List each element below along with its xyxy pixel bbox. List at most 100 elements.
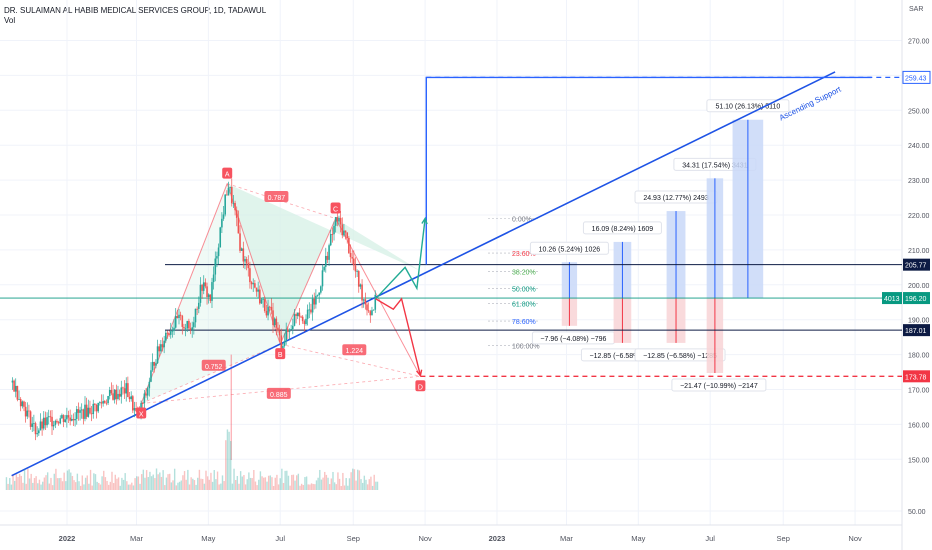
candle-body <box>216 256 218 259</box>
volume-bar <box>10 484 13 490</box>
candle-body <box>329 234 332 246</box>
fib-label-6: 100.00% <box>512 344 540 351</box>
volume-bar <box>53 473 55 490</box>
volume-bar <box>375 481 377 490</box>
candle-body <box>201 284 203 291</box>
candle-body <box>95 404 98 412</box>
candle-body <box>174 316 177 328</box>
y-axis-tick-label: 150.00 <box>908 457 930 464</box>
x-axis-tick-label: Sep <box>777 534 790 543</box>
volume-bar <box>43 477 46 490</box>
candle-body <box>280 335 283 350</box>
volume-bar <box>340 485 342 490</box>
candle-body <box>230 186 233 204</box>
volume-bar <box>314 484 316 490</box>
candle-body <box>135 407 137 412</box>
candle-body <box>184 328 187 330</box>
candle-body <box>199 284 202 303</box>
volume-bar <box>325 474 328 490</box>
volume-indicator-label[interactable]: Vol <box>4 16 16 25</box>
candle-body <box>189 328 192 330</box>
harmonic-point-d: D <box>418 384 423 391</box>
candle-body <box>239 233 241 251</box>
candle-body <box>252 283 255 285</box>
candle-body <box>57 422 60 424</box>
candle-body <box>278 330 281 336</box>
harmonic-ratio-2: 1.224 <box>346 348 364 355</box>
volume-bar <box>58 478 60 490</box>
volume-bar <box>205 470 207 490</box>
candle-body <box>362 299 365 301</box>
volume-bar <box>218 484 220 490</box>
volume-bar <box>75 482 77 490</box>
volume-bar <box>294 480 296 490</box>
volume-bar <box>188 484 191 490</box>
candle-body <box>285 329 288 342</box>
volume-bar <box>114 474 116 490</box>
candle-body <box>209 294 212 301</box>
candle-body <box>361 284 363 301</box>
volume-bar <box>328 484 331 490</box>
volume-bar <box>291 474 293 490</box>
volume-bar <box>129 484 131 490</box>
volume-bar <box>106 480 108 490</box>
candle-body <box>178 314 180 319</box>
measure-label-5: −7.96 (−4.08%) −796 <box>540 336 606 343</box>
volume-bar <box>327 477 329 490</box>
candle-body <box>151 361 154 371</box>
volume-tag-bg <box>882 292 902 305</box>
volume-bar <box>319 469 321 490</box>
candle-body <box>145 393 147 396</box>
y-axis-tick-label: 200.00 <box>908 283 930 290</box>
candle-body <box>211 282 213 301</box>
price-tag-bg-4 <box>903 370 930 383</box>
volume-bar <box>241 476 243 490</box>
volume-bar <box>360 479 362 490</box>
volume-bar <box>71 476 74 490</box>
volume-bar <box>309 484 311 490</box>
volume-bar <box>231 483 234 490</box>
measure-label-8: −21.47 (−10.99%) −2147 <box>680 383 758 390</box>
volume-bar <box>238 483 240 490</box>
volume-bar <box>357 469 359 490</box>
volume-bar <box>365 479 367 490</box>
volume-bar <box>239 471 242 490</box>
volume-bar <box>243 475 245 490</box>
harmonic-point-b: B <box>278 352 283 359</box>
volume-bar <box>373 474 375 490</box>
volume-bar <box>86 475 88 490</box>
volume-bar <box>55 468 57 490</box>
x-axis-tick-label: May <box>631 534 645 543</box>
volume-bar <box>89 469 92 490</box>
measure-label-4: 51.10 (26.13%) 5110 <box>715 104 780 111</box>
y-axis-tick-label: 230.00 <box>908 178 930 185</box>
candle-body <box>87 407 90 417</box>
volume-bar <box>286 470 288 490</box>
candle-body <box>150 370 152 382</box>
volume-bar <box>112 483 115 490</box>
volume-bar <box>152 474 154 490</box>
candle-body <box>298 312 301 317</box>
candle-body <box>67 415 70 418</box>
volume-bar <box>304 477 306 490</box>
candle-body <box>235 210 238 218</box>
volume-bar <box>84 477 87 490</box>
volume-bar <box>216 471 219 490</box>
volume-bar <box>98 482 100 490</box>
candle-body <box>245 259 248 264</box>
fib-label-1: 23.60% <box>512 251 536 258</box>
volume-bar <box>35 476 37 490</box>
x-axis-tick-label: May <box>201 534 215 543</box>
candle-body <box>13 380 15 392</box>
harmonic-ratio-bg-1 <box>201 359 226 371</box>
x-axis-tick-label: Nov <box>848 534 862 543</box>
volume-bar <box>185 479 187 490</box>
candle-body <box>61 415 63 419</box>
candle-body <box>222 214 225 219</box>
volume-bar <box>213 470 215 490</box>
bearish-projection-path <box>375 297 422 376</box>
volume-bar <box>337 472 339 490</box>
candle-body <box>315 295 317 305</box>
volume-bar <box>225 440 227 490</box>
